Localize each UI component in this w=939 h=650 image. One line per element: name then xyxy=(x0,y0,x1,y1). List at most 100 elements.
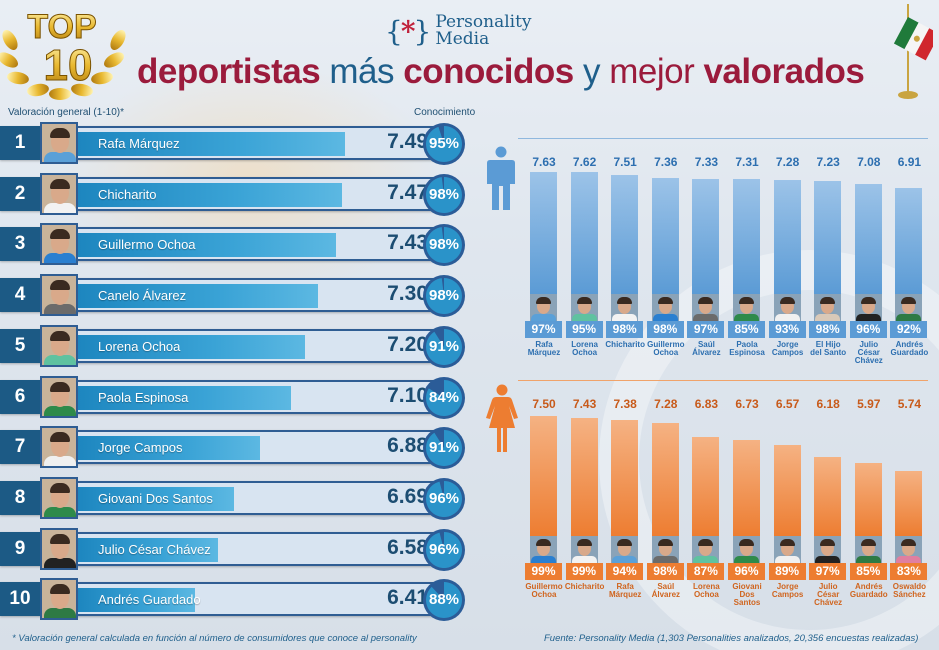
athlete-name-line: Andrés xyxy=(855,582,883,591)
photo-shirt xyxy=(44,253,76,264)
athlete-photo xyxy=(651,294,679,321)
awareness-pie xyxy=(423,579,465,622)
athlete-photo xyxy=(40,578,78,621)
photo-shirt xyxy=(44,506,76,517)
rating-bar xyxy=(78,233,336,258)
athlete-name-line: Márquez xyxy=(527,348,561,357)
athlete-name: Lorena Ochoa xyxy=(684,583,728,599)
athlete-name: Giovani Dos Santos xyxy=(98,490,213,506)
photo-shirt xyxy=(815,314,841,321)
photo-shirt xyxy=(44,456,76,467)
athlete-name-line: Jorge xyxy=(776,340,799,349)
athlete-name-line: Guardado xyxy=(849,590,888,599)
title-part: mejor xyxy=(609,52,704,91)
rating-score: 6.41 xyxy=(387,586,428,610)
rank-number: 7 xyxy=(0,430,40,465)
photo-hair xyxy=(739,297,754,304)
awareness-percent: 89% xyxy=(768,563,806,580)
athlete-name: Lorena Ochoa xyxy=(563,341,607,357)
athlete-name-line: Dos xyxy=(739,590,755,599)
athlete-name-line: Saúl xyxy=(697,340,715,349)
rank-number: 3 xyxy=(0,227,40,262)
athlete-name-line: Jorge xyxy=(776,582,799,591)
awareness-percent: 87% xyxy=(687,563,725,580)
bar xyxy=(692,436,720,536)
athlete-name: Jorge Campos xyxy=(766,341,810,357)
photo-shirt xyxy=(896,314,922,321)
athlete-photo xyxy=(40,375,78,418)
photo-hair xyxy=(50,280,70,291)
logo-brace-left: { xyxy=(385,14,403,48)
athlete-photo xyxy=(692,536,720,563)
photo-hair xyxy=(50,584,70,595)
photo-shirt xyxy=(612,314,638,321)
logo-mark-icon: {*} xyxy=(385,14,431,48)
footnote-methodology: * Valoración general calculada en funció… xyxy=(12,633,417,644)
athlete-name-line: Guardado xyxy=(890,348,929,357)
athlete-photo xyxy=(40,476,78,519)
athlete-name: Saúl Álvarez xyxy=(644,583,688,599)
rating-bar xyxy=(78,486,234,511)
athlete-name: Andrés Guardado xyxy=(98,592,201,608)
photo-hair xyxy=(617,539,633,546)
awareness-percent: 98% xyxy=(606,321,644,338)
athlete-name-line: Chicharito xyxy=(564,582,605,591)
photo-shirt xyxy=(693,314,719,321)
athlete-name-line: Campos xyxy=(771,348,804,357)
rank-number: 6 xyxy=(0,379,40,414)
athlete-name-line: Lorena xyxy=(693,582,720,591)
rating-score: 6.88 xyxy=(387,434,428,458)
athlete-name-line: Oswaldo xyxy=(892,582,927,591)
awareness-percent: 95% xyxy=(428,135,460,152)
athlete-photo xyxy=(530,294,557,321)
athlete-name-line: Santos xyxy=(733,598,761,607)
pie-slice xyxy=(426,480,463,517)
awareness-percent: 96% xyxy=(728,563,765,580)
pie-slice xyxy=(426,430,463,467)
photo-shirt xyxy=(44,202,76,213)
athlete-name: Chicharito xyxy=(603,341,647,349)
athlete-name: Jorge Campos xyxy=(766,583,810,599)
athlete-name-line: Guillermo xyxy=(647,340,685,349)
pie-slice xyxy=(425,227,462,264)
athlete-name: Paola Espinosa xyxy=(725,341,769,357)
athlete-name-line: Andrés xyxy=(895,340,924,349)
athlete-name: Guillermo Ochoa xyxy=(522,583,566,599)
bar xyxy=(530,416,557,536)
bar-value-label: 7.43 xyxy=(572,397,597,411)
photo-hair xyxy=(901,297,917,304)
awareness-pie xyxy=(423,275,465,318)
rating-bar xyxy=(78,182,342,207)
ranking-row: 10 Andrés Guardado 6.41 88% xyxy=(0,578,470,622)
athlete-photo xyxy=(651,536,679,563)
rank-number: 1 xyxy=(0,126,40,160)
athlete-photo xyxy=(773,536,801,563)
athlete-name-line: Rafa xyxy=(616,582,634,591)
athlete-photo xyxy=(733,294,760,321)
athlete-name-line: César xyxy=(817,590,840,599)
athlete-name-line: Chicharito xyxy=(605,340,645,349)
ten-label: 10 xyxy=(44,41,93,90)
athlete-name: Chicharito xyxy=(98,186,157,202)
pie-slice xyxy=(425,126,462,162)
athlete-photo xyxy=(895,294,923,321)
photo-shirt xyxy=(652,314,678,321)
athlete-name-line: Ochoa xyxy=(693,590,719,599)
bar xyxy=(733,439,760,536)
athlete-photo xyxy=(570,536,598,563)
awareness-column-label: Conocimiento xyxy=(414,107,476,118)
bar xyxy=(773,444,801,536)
photo-hair xyxy=(820,297,836,304)
logo-text: Personality Media xyxy=(435,14,531,48)
athlete-photo xyxy=(611,536,639,563)
photo-shirt xyxy=(612,556,638,563)
footnote-source: Fuente: Personality Media (1,303 Persona… xyxy=(544,633,919,644)
pie-slice xyxy=(426,531,463,568)
photo-shirt xyxy=(734,314,759,321)
photo-hair xyxy=(536,539,551,546)
pie-slice xyxy=(426,379,463,416)
mexico-flag-icon xyxy=(893,4,933,99)
awareness-pie xyxy=(423,123,465,165)
photo-shirt xyxy=(652,556,678,563)
female-icon xyxy=(486,384,518,452)
